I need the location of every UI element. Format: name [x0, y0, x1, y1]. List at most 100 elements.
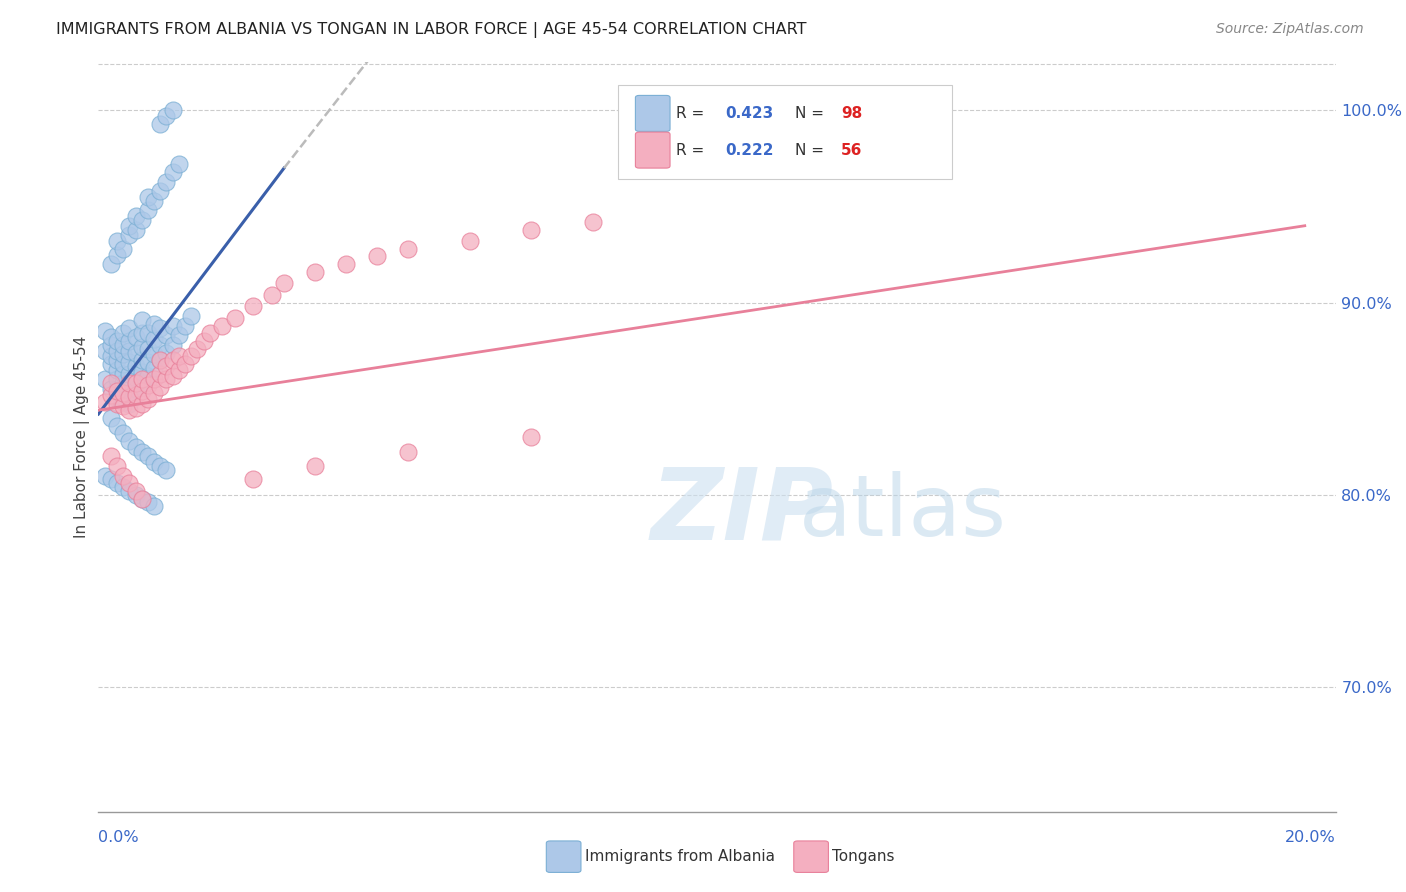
Point	[124, 345, 146, 359]
Text: 56: 56	[841, 143, 862, 158]
Text: ZIP: ZIP	[651, 464, 834, 560]
Point	[124, 483, 146, 498]
Point	[131, 491, 153, 506]
Point	[124, 209, 146, 223]
Point	[118, 355, 141, 369]
Point	[100, 257, 122, 271]
Point	[162, 353, 184, 368]
FancyBboxPatch shape	[636, 132, 671, 168]
Point	[149, 353, 172, 368]
Point	[105, 458, 128, 473]
FancyBboxPatch shape	[794, 841, 828, 872]
Text: N =: N =	[794, 143, 830, 158]
Point	[520, 430, 543, 444]
Point	[143, 372, 166, 386]
Point	[193, 334, 215, 348]
Point	[100, 450, 122, 464]
Point	[118, 367, 141, 381]
Point	[136, 342, 159, 356]
Point	[105, 247, 128, 261]
Point	[162, 165, 184, 179]
Point	[118, 434, 141, 448]
Text: Source: ZipAtlas.com: Source: ZipAtlas.com	[1216, 22, 1364, 37]
Point	[155, 175, 177, 189]
Point	[100, 376, 122, 391]
Point	[118, 476, 141, 491]
Point	[396, 242, 419, 256]
Point	[112, 400, 135, 414]
Point	[155, 328, 177, 343]
Text: 0.222: 0.222	[725, 143, 775, 158]
Point	[520, 222, 543, 236]
Point	[118, 228, 141, 243]
Text: R =: R =	[676, 143, 710, 158]
Point	[366, 250, 388, 264]
Point	[136, 190, 159, 204]
Point	[93, 343, 115, 358]
Text: IMMIGRANTS FROM ALBANIA VS TONGAN IN LABOR FORCE | AGE 45-54 CORRELATION CHART: IMMIGRANTS FROM ALBANIA VS TONGAN IN LAB…	[56, 22, 807, 38]
Point	[167, 363, 190, 377]
Point	[118, 483, 141, 498]
Point	[100, 350, 122, 364]
Point	[143, 500, 166, 514]
Point	[136, 368, 159, 383]
Point	[198, 326, 221, 341]
Point	[124, 401, 146, 416]
Point	[136, 326, 159, 341]
Point	[162, 103, 184, 118]
Point	[149, 320, 172, 334]
Point	[131, 340, 153, 354]
Point	[100, 382, 122, 396]
FancyBboxPatch shape	[619, 85, 952, 178]
Point	[100, 357, 122, 371]
Point	[131, 397, 153, 411]
Point	[118, 397, 141, 411]
Point	[112, 385, 135, 400]
Point	[105, 363, 128, 377]
Point	[124, 440, 146, 454]
Point	[105, 234, 128, 248]
Point	[131, 213, 153, 227]
Point	[105, 343, 128, 358]
Point	[174, 357, 197, 371]
Point	[162, 338, 184, 352]
Point	[131, 313, 153, 327]
Point	[143, 385, 166, 400]
Point	[143, 347, 166, 361]
Point	[304, 458, 326, 473]
Point	[396, 445, 419, 459]
Point	[155, 359, 177, 373]
Point	[118, 403, 141, 417]
Point	[143, 194, 166, 208]
Point	[112, 347, 135, 361]
Point	[100, 472, 122, 486]
Point	[105, 372, 128, 386]
Text: 98: 98	[841, 106, 862, 121]
Point	[93, 395, 115, 409]
Point	[112, 395, 135, 409]
Point	[149, 338, 172, 352]
Point	[105, 384, 128, 398]
Point	[124, 388, 146, 402]
Point	[131, 491, 153, 506]
Point	[143, 317, 166, 331]
Point	[118, 334, 141, 348]
Point	[100, 410, 122, 425]
Point	[112, 242, 135, 256]
Text: Tongans: Tongans	[832, 849, 894, 864]
Point	[118, 219, 141, 233]
Point	[149, 117, 172, 131]
Point	[112, 326, 135, 341]
FancyBboxPatch shape	[547, 841, 581, 872]
Point	[242, 472, 264, 486]
Point	[93, 468, 115, 483]
Point	[167, 350, 190, 364]
Point	[335, 257, 357, 271]
Point	[582, 215, 605, 229]
Point	[124, 376, 146, 391]
Point	[112, 468, 135, 483]
Point	[124, 330, 146, 344]
Point	[149, 458, 172, 473]
Point	[162, 318, 184, 333]
Point	[131, 365, 153, 379]
